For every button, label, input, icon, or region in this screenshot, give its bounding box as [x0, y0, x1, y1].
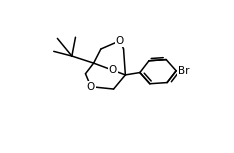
Text: Br: Br	[178, 66, 190, 76]
Text: O: O	[109, 65, 117, 75]
Text: O: O	[116, 36, 124, 46]
Text: O: O	[87, 82, 95, 92]
